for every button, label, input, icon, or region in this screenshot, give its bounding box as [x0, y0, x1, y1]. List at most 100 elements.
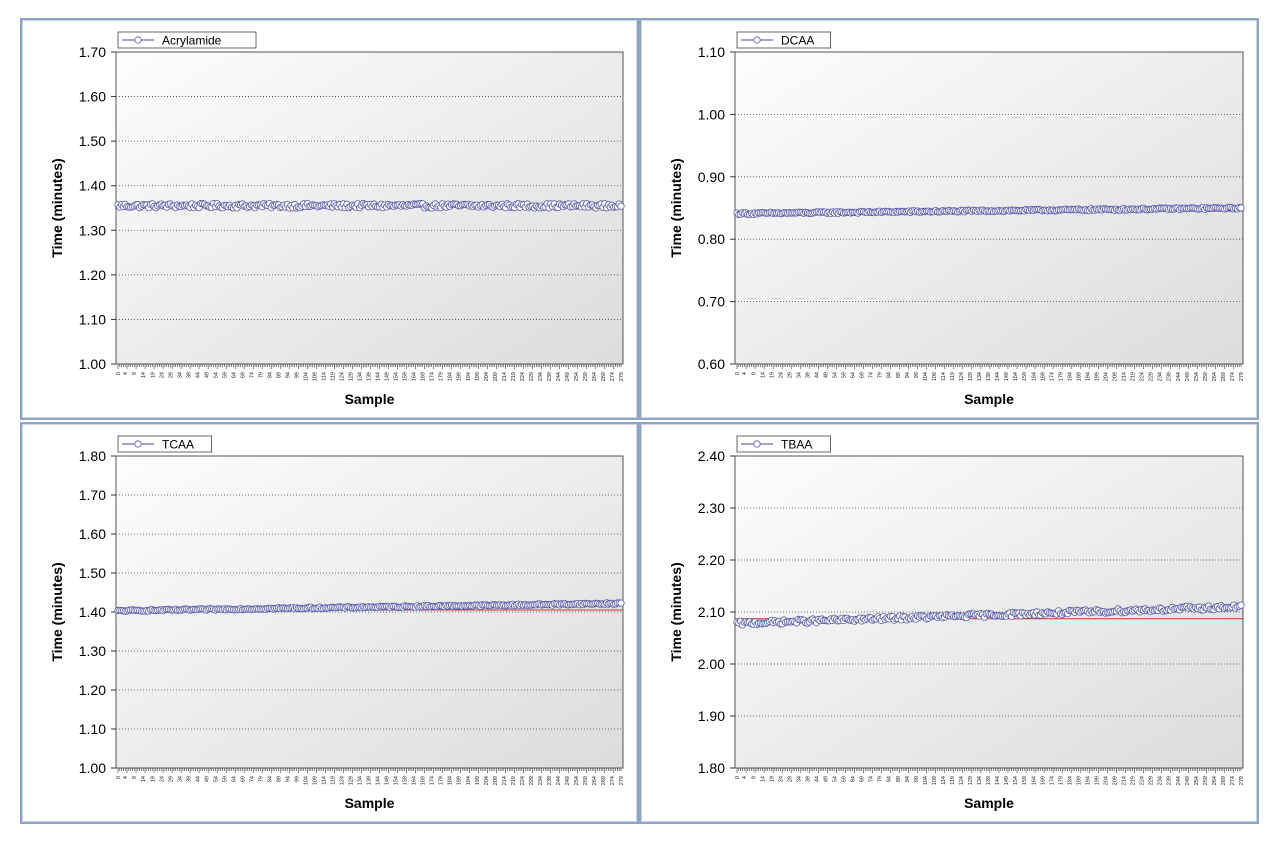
x-tick-label: 9 [132, 776, 138, 779]
x-tick-label: 164 [412, 372, 418, 381]
x-tick-label: 124 [959, 776, 965, 785]
x-tick-label: 159 [403, 372, 409, 381]
y-tick-label: 2.00 [698, 656, 725, 672]
y-tick-label: 2.30 [698, 500, 725, 516]
legend [736, 435, 831, 453]
y-tick-label: 1.40 [79, 604, 106, 620]
x-tick-label: 74 [869, 372, 875, 378]
x-tick-label: 194 [1085, 776, 1091, 785]
x-tick-label: 54 [213, 372, 219, 378]
x-tick-label: 49 [824, 776, 830, 782]
y-tick-label: 1.10 [79, 721, 106, 737]
x-tick-label: 89 [896, 776, 902, 782]
x-tick-label: 4 [742, 372, 748, 375]
x-tick-label: 199 [475, 776, 481, 785]
x-tick-label: 29 [168, 776, 174, 782]
chart-svg: 1.001.101.201.301.401.501.601.700 4 9 14 19 2… [49, 31, 625, 407]
x-tick-label: 29 [168, 372, 174, 378]
x-tick-label: 219 [1131, 372, 1137, 381]
x-tick-label: 209 [1113, 776, 1119, 785]
x-tick-label: 139 [986, 776, 992, 785]
x-tick-label: 174 [430, 372, 436, 381]
x-tick-label: 54 [833, 372, 839, 378]
y-tick-label: 0.60 [698, 356, 725, 372]
x-tick-label: 264 [592, 776, 598, 785]
legend-marker-icon [134, 36, 142, 44]
x-tick-label: 139 [367, 372, 373, 381]
x-tick-label: 219 [511, 372, 517, 381]
x-tick-label: 239 [547, 776, 553, 785]
y-tick-label: 1.50 [79, 133, 106, 149]
y-tick-label: 1.30 [79, 643, 106, 659]
x-tick-label: 59 [222, 372, 228, 378]
x-tick-label: 169 [421, 776, 427, 785]
chart-panel-tcaa: 1.00 1.10 1.20 1.30 1.40 1.50 1.60 1.70 1.80 0 4 9 1… [20, 422, 639, 824]
x-tick-label: 269 [601, 372, 607, 381]
x-tick-label: 94 [905, 776, 911, 782]
x-tick-label: 214 [1122, 776, 1128, 785]
x-tick-label: 144 [376, 372, 382, 381]
x-tick-label: 149 [1004, 372, 1010, 381]
x-tick-label: 159 [1022, 372, 1028, 381]
x-tick-label: 34 [177, 372, 183, 378]
x-tick-label: 34 [796, 776, 802, 782]
x-tick-label: 114 [941, 372, 947, 381]
x-tick-label: 189 [457, 776, 463, 785]
x-tick-label: 59 [842, 372, 848, 378]
x-tick-label: 204 [484, 776, 490, 785]
y-tick-label: 0.90 [698, 169, 725, 185]
x-tick-label: 189 [457, 372, 463, 381]
x-tick-label: 229 [529, 372, 535, 381]
x-tick-label: 154 [1013, 372, 1019, 381]
x-tick-label: 144 [376, 776, 382, 785]
x-tick-label: 194 [1085, 372, 1091, 381]
x-tick-label: 44 [814, 776, 820, 782]
x-tick-label: 24 [159, 372, 165, 378]
chart-panel-acrylamide: 1.00 1.10 1.20 1.30 1.40 1.50 1.60 1.70 0 4 9 14 19 2… [20, 18, 639, 420]
x-tick-label: 184 [1067, 372, 1073, 381]
x-tick-label: 14 [141, 776, 147, 782]
x-tick-label: 79 [258, 776, 264, 782]
x-tick-label: 204 [484, 372, 490, 381]
y-tick-label: 1.20 [79, 682, 106, 698]
x-tick-label: 169 [1040, 372, 1046, 381]
x-tick-label: 249 [565, 776, 571, 785]
x-tick-label: 119 [331, 372, 337, 381]
legend-marker-icon [753, 440, 761, 448]
x-tick-label: 189 [1076, 776, 1082, 785]
legend-marker-icon [134, 440, 142, 448]
x-tick-label: 0 [116, 776, 122, 779]
y-tick-label: 0.80 [698, 231, 725, 247]
x-tick-label: 4 [742, 776, 748, 779]
x-tick-label: 274 [610, 776, 616, 785]
x-tick-label: 194 [466, 372, 472, 381]
x-tick-label: 34 [177, 776, 183, 782]
legend-label: Acrylamide [162, 34, 222, 48]
x-tick-label: 64 [231, 372, 237, 378]
x-tick-label: 239 [1167, 372, 1173, 381]
x-tick-label: 74 [869, 776, 875, 782]
x-tick-label: 214 [502, 776, 508, 785]
legend-label: DCAA [781, 34, 814, 48]
x-tick-label: 149 [385, 372, 391, 381]
chart-panel-dcaa: 0.60 0.70 0.80 0.90 1.00 1.10 0 4 9 14 19 24 29 34 39 4… [639, 18, 1259, 420]
x-tick-label: 209 [493, 776, 499, 785]
x-tick-label: 174 [430, 776, 436, 785]
x-tick-label: 179 [439, 372, 445, 381]
x-tick-label: 184 [448, 372, 454, 381]
x-tick-label: 169 [1040, 776, 1046, 785]
x-tick-label: 264 [1212, 776, 1218, 785]
x-tick-label: 44 [195, 372, 201, 378]
x-tick-label: 59 [222, 776, 228, 782]
y-axis-title: Time (minutes) [49, 562, 65, 661]
x-tick-label: 229 [1149, 776, 1155, 785]
x-tick-label: 164 [412, 776, 418, 785]
x-tick-label: 154 [394, 372, 400, 381]
x-tick-label: 194 [466, 776, 472, 785]
x-tick-label: 279 [1239, 372, 1245, 381]
y-axis-title: Time (minutes) [668, 158, 684, 257]
x-tick-label: 199 [1094, 372, 1100, 381]
x-tick-label: 94 [285, 776, 291, 782]
legend [736, 31, 831, 49]
x-tick-label: 99 [294, 776, 300, 782]
